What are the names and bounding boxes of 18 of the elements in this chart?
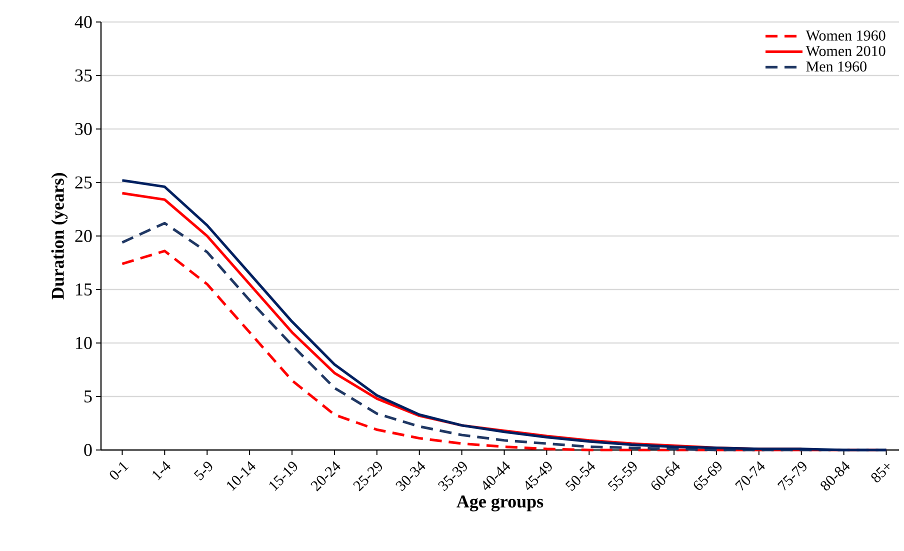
y-tick-label: 0 [84,444,92,456]
y-tick-label: 5 [84,390,92,402]
x-tick-label: 0-1 [110,462,129,480]
y-axis-title: Duration (years) [51,173,68,300]
y-tick-label: 10 [76,336,92,350]
x-tick-label: 85+ [871,464,890,482]
legend-label: Men 1960 [806,61,866,72]
x-tick-label: 5-9 [194,462,212,480]
legend-label: Women 2010 [806,46,886,56]
y-tick-label: 30 [75,122,92,136]
y-tick-label: 15 [76,283,92,296]
y-tick-label: 20 [75,230,92,242]
x-tick-label: 1-4 [152,461,171,480]
y-tick-label: 25 [75,176,92,189]
x-axis-title: Age groups [456,496,544,512]
legend-label: Women 1960 [806,30,886,41]
y-tick-label: 40 [74,16,92,28]
y-tick-label: 35 [75,69,92,82]
